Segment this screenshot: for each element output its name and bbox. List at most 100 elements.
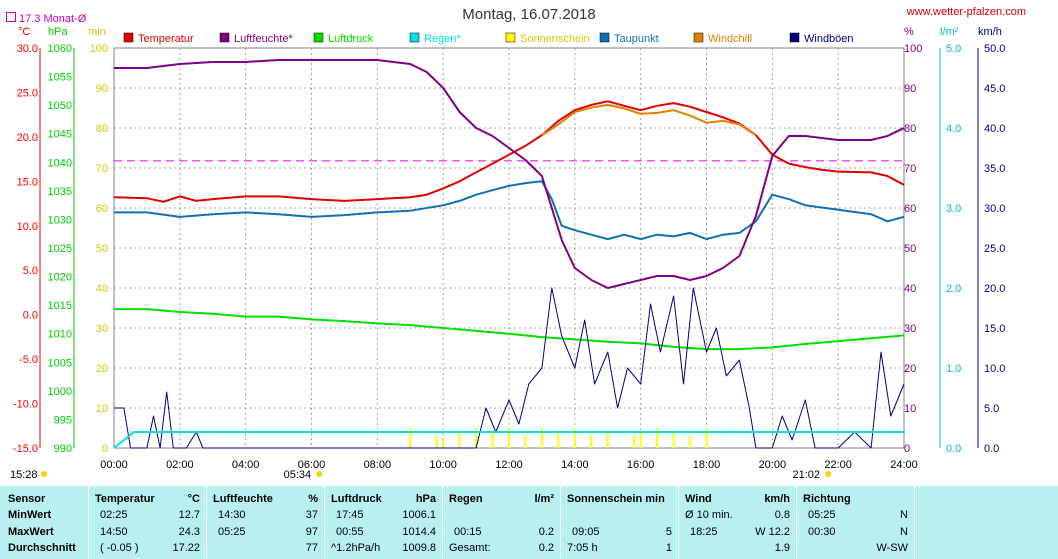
y-tick-label: 0.0 <box>23 310 38 322</box>
monthly-average-swatch <box>6 12 16 22</box>
legend-swatch <box>123 32 134 43</box>
y-tick-label: -5.0 <box>19 354 38 366</box>
hum-min-time: 14:30 <box>218 509 246 521</box>
x-tick-label: 00:00 <box>100 459 128 471</box>
time-start-label: 15:28 <box>10 469 38 481</box>
y-tick-label: 45.0 <box>984 83 1005 95</box>
x-tick-label: 06:00 <box>298 459 326 471</box>
press-trend: ^1.2hPa/h <box>331 542 381 554</box>
y-tick-label: 2.0 <box>946 283 961 295</box>
legend-label: Sonnenschein <box>520 33 590 45</box>
y-tick-label: 50.0 <box>984 43 1005 55</box>
stats-col-press: Luftdruck hPa 17:45 1006.1 00:55 1014.4 … <box>324 486 443 559</box>
unit-temp: °C <box>18 26 31 38</box>
y-tick-label: 5.0 <box>946 43 961 55</box>
press-min-time: 17:45 <box>336 509 364 521</box>
y-tick-label: 0.0 <box>946 443 961 455</box>
temp-unit: °C <box>187 493 200 505</box>
x-tick-label: 20:00 <box>759 459 787 471</box>
x-tick-label: 10:00 <box>429 459 457 471</box>
series-line <box>541 103 757 136</box>
x-tick-label: 22:00 <box>824 459 852 471</box>
wind-header: Wind <box>685 493 712 505</box>
hum-header: Luftfeuchte <box>213 493 273 505</box>
y-tick-label: 1040 <box>48 157 72 169</box>
y-tick-label: 10 <box>96 403 108 415</box>
series-line <box>114 287 905 449</box>
x-tick-label: 14:00 <box>561 459 589 471</box>
stats-col-wind: Wind km/h Ø 10 min. 0.8 18:25 W 12.2 1.9 <box>678 486 797 559</box>
wind-avg-value: 1.9 <box>774 542 790 554</box>
y-tick-label: 10.0 <box>17 221 38 233</box>
y-tick-label: 100 <box>90 43 108 55</box>
chart-grid <box>113 47 905 449</box>
y-tick-label: 20.0 <box>17 132 38 144</box>
y-tick-label: 1005 <box>48 357 72 369</box>
x-tick-label: 12:00 <box>495 459 523 471</box>
y-tick-label: 0 <box>102 443 108 455</box>
y-tick-label: 0.0 <box>984 443 999 455</box>
y-tick-label: 30.0 <box>17 43 38 55</box>
y-tick-label: -10.0 <box>13 399 38 411</box>
unit-pct: % <box>904 26 914 38</box>
legend-swatch <box>599 32 610 43</box>
chart-plot <box>113 59 905 449</box>
x-tick-label: 08:00 <box>364 459 392 471</box>
dir-header: Richtung <box>803 493 851 505</box>
y-tick-label: 4.0 <box>946 123 961 135</box>
x-tick-label: 24:00 <box>890 459 918 471</box>
press-min-value: 1006.1 <box>402 509 436 521</box>
stats-col-sun: Sonnenschein min 09:05 5 7:05 h 1 <box>560 486 679 559</box>
y-tick-label: 35.0 <box>984 163 1005 175</box>
legend-label: Windchill <box>708 33 752 45</box>
y-tick-label: 70 <box>904 163 916 175</box>
stats-col-labels: Sensor MinWert MaxWert Durchschnitt <box>0 486 89 559</box>
y-tick-label: 80 <box>96 123 108 135</box>
dir-max-time: 00:30 <box>808 526 836 538</box>
hum-max-value: 97 <box>305 526 318 538</box>
press-max-time: 00:55 <box>336 526 364 538</box>
y-tick-label: 1030 <box>48 214 72 226</box>
y-tick-label: 70 <box>96 163 108 175</box>
unit-press: hPa <box>48 26 68 38</box>
legend-label: Windböen <box>804 33 854 45</box>
wind-max-time: 18:25 <box>690 526 718 538</box>
y-tick-label: 30.0 <box>984 203 1005 215</box>
rain-unit: l/m² <box>534 493 554 505</box>
stats-col-rain: Regen l/m² 00:15 0.2 Gesamt: 0.2 <box>442 486 561 559</box>
temp-min-time: 02:25 <box>100 509 128 521</box>
unit-rain: l/m² <box>940 26 959 38</box>
y-tick-label: 40 <box>904 283 916 295</box>
y-tick-label: 1010 <box>48 329 72 341</box>
y-tick-label: 1.0 <box>946 363 961 375</box>
legend-label: Luftdruck <box>328 33 374 45</box>
wind-avg-10min: 0.8 <box>774 509 790 521</box>
wind-unit: km/h <box>764 493 790 505</box>
sun-avg-value: 1 <box>665 542 672 554</box>
dir-min-value: N <box>900 509 908 521</box>
legend-label: Temperatur <box>138 33 194 45</box>
legend-swatch <box>505 32 516 43</box>
press-unit: hPa <box>415 493 436 505</box>
y-tick-label: 0 <box>904 443 910 455</box>
rain-header: Regen <box>449 493 483 505</box>
site-link[interactable]: www.wetter-pfalzen.com <box>906 6 1026 18</box>
y-tick-label: 50 <box>96 243 108 255</box>
series-line <box>114 308 905 351</box>
series-line <box>113 100 905 203</box>
y-tick-label: -15.0 <box>13 443 38 455</box>
y-tick-label: 1015 <box>48 300 72 312</box>
sunrise-icon <box>316 471 323 477</box>
y-tick-label: 40 <box>96 283 108 295</box>
y-tick-label: 1045 <box>48 129 72 141</box>
y-tick-label: 80 <box>904 123 916 135</box>
chart-legend: Temperatur Luftfeuchte* Luftdruck Regen* Son… <box>123 32 854 45</box>
dir-max-value: N <box>900 526 908 538</box>
chart-title: Montag, 16.07.2018 <box>462 6 596 23</box>
rain-total-value: 0.2 <box>538 542 554 554</box>
sun-total: 7:05 h <box>567 542 598 554</box>
x-tick-label: 04:00 <box>232 459 260 471</box>
y-tick-label: 25.0 <box>984 243 1005 255</box>
y-tick-label: 25.0 <box>17 87 38 99</box>
legend-swatch <box>693 32 704 43</box>
